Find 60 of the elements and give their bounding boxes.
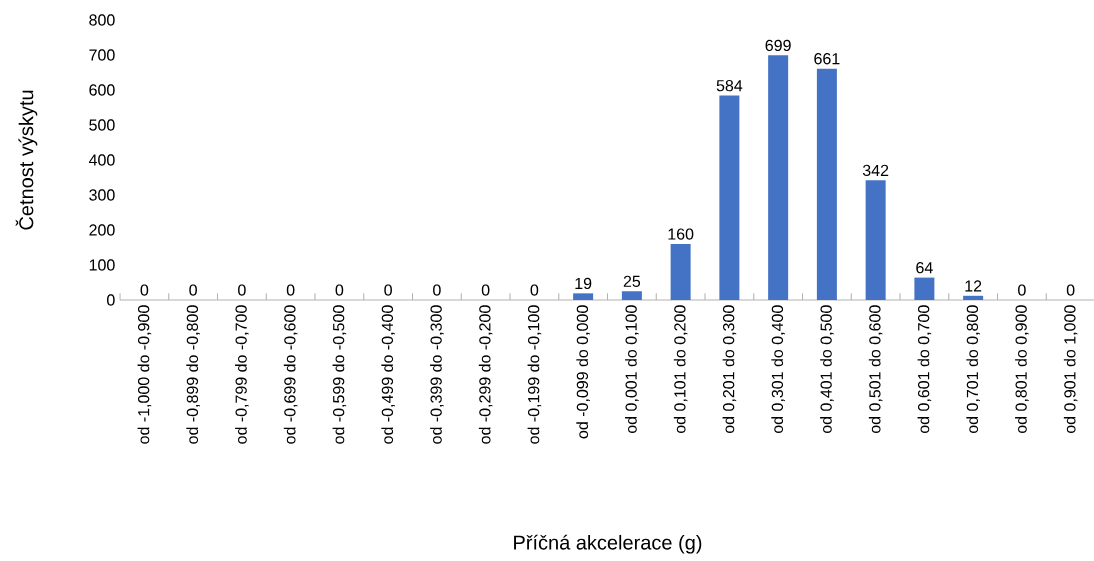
x-tick-label: od -0,499 do -0,400	[381, 305, 395, 444]
bar	[621, 291, 642, 300]
bar	[573, 293, 594, 300]
y-tick-label: 0	[107, 294, 115, 306]
data-label: 19	[575, 277, 592, 290]
bar	[670, 244, 691, 300]
y-tick-label: 100	[89, 259, 115, 271]
x-tick-label: od -0,799 do -0,700	[235, 305, 249, 444]
data-label: 699	[765, 39, 791, 52]
y-tick-label: 600	[89, 84, 115, 96]
data-label: 0	[1018, 284, 1026, 296]
y-tick-label: 700	[89, 49, 115, 61]
y-tick-label: 500	[89, 119, 115, 131]
x-tick-label: od 0,401 do 0,500	[820, 305, 834, 434]
x-tick-label: od -1,000 do -0,900	[137, 305, 152, 444]
data-label: 12	[965, 280, 982, 292]
x-tick-label: od -0,099 do 0,000	[576, 305, 590, 439]
x-tick-label: od -0,899 do -0,800	[186, 305, 200, 444]
bar	[768, 55, 789, 300]
bar	[963, 295, 984, 300]
x-tick-label: od 0,301 do 0,400	[771, 305, 785, 434]
x-tick-label: od -0,199 do -0,100	[527, 305, 542, 444]
x-tick-label: od -0,599 do -0,500	[332, 305, 347, 444]
x-tick-label: od -0,299 do -0,200	[478, 305, 493, 444]
y-tick-label: 300	[89, 189, 115, 201]
bar	[816, 68, 837, 300]
bar	[865, 180, 886, 300]
bar	[719, 95, 740, 300]
data-label: 0	[433, 284, 441, 296]
x-tick-label: od 0,101 do 0,200	[673, 305, 688, 434]
y-tick-label: 200	[89, 224, 115, 236]
data-label: 0	[189, 284, 197, 296]
data-label: 661	[814, 53, 840, 65]
data-label: 0	[335, 284, 344, 296]
data-label: 0	[140, 284, 149, 296]
data-label: 342	[862, 164, 889, 177]
data-label: 64	[916, 262, 933, 274]
data-label: 160	[668, 228, 694, 240]
data-label: 584	[716, 80, 743, 92]
x-tick-label: od -0,699 do -0,600	[283, 305, 298, 444]
x-tick-label: od -0,399 do -0,300	[430, 305, 444, 444]
x-tick-label: od 0,901 do 1,000	[1063, 305, 1078, 434]
x-tick-label: od 0,001 do 0,100	[625, 305, 639, 434]
x-tick-label: od 0,601 do 0,700	[917, 305, 932, 434]
data-label: 0	[238, 284, 246, 296]
x-tick-label: od 0,201 do 0,300	[722, 305, 737, 434]
data-label: 0	[286, 284, 295, 296]
bar	[914, 277, 935, 300]
data-label: 25	[623, 275, 641, 287]
data-label: 0	[1066, 284, 1075, 296]
x-tick-label: od 0,501 do 0,600	[868, 305, 883, 434]
y-tick-label: 400	[88, 154, 115, 166]
data-label: 0	[481, 284, 490, 296]
y-axis-title: Četnost výskytu	[15, 90, 38, 230]
x-tick-label: od 0,701 do 0,800	[966, 305, 980, 434]
x-axis-title: Příčná akcelerace (g)	[514, 534, 702, 554]
data-label: 0	[530, 284, 539, 296]
data-label: 0	[384, 284, 392, 296]
y-tick-label: 800	[89, 14, 115, 26]
x-tick-label: od 0,801 do 0,900	[1015, 305, 1029, 434]
